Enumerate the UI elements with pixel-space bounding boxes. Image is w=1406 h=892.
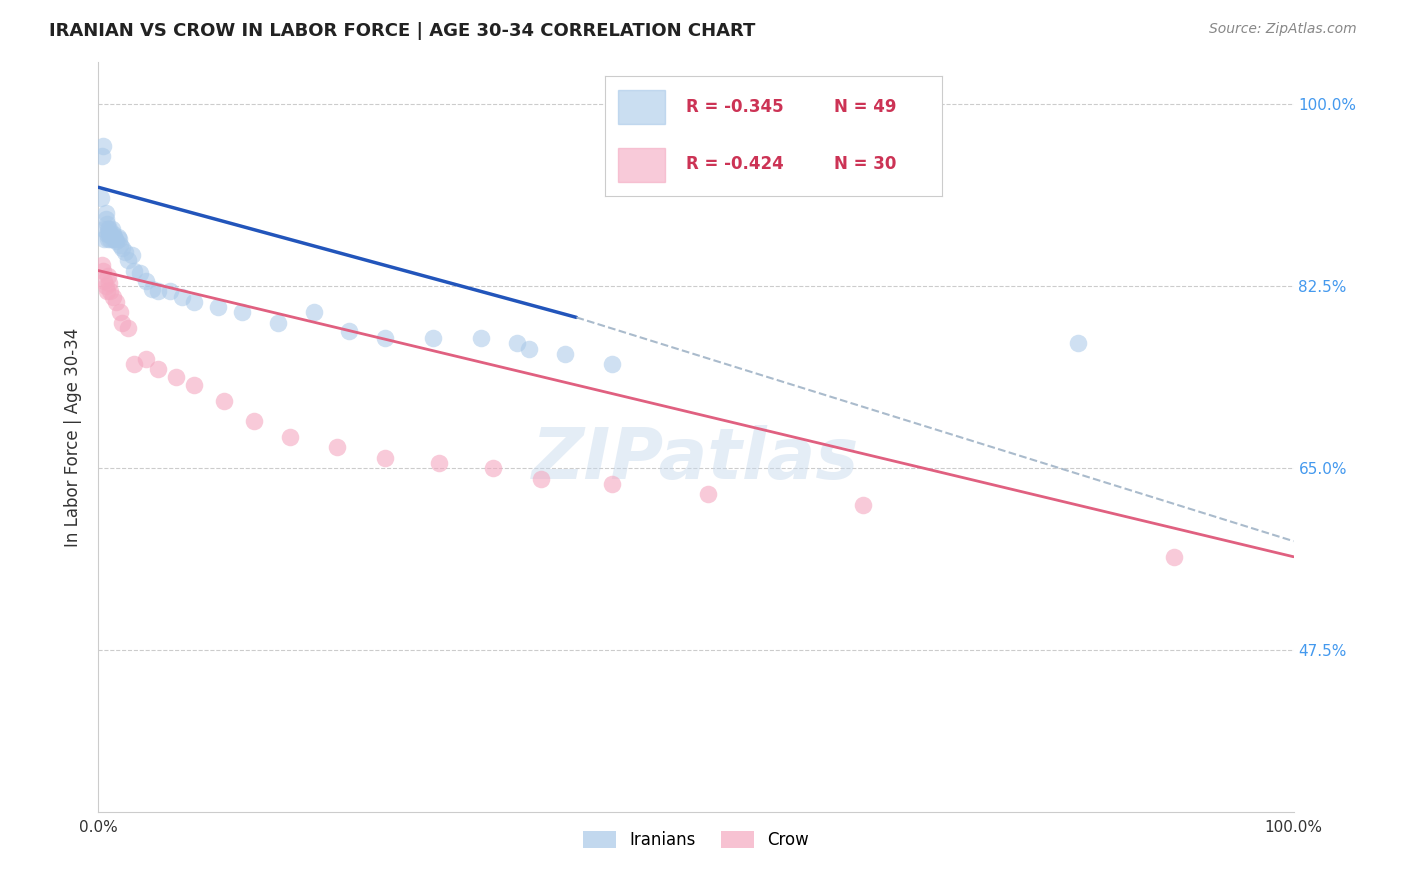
Point [530,472,553,486]
Point [94,211,117,226]
Point [124,357,146,371]
Point [1067,336,1090,351]
Point [602,476,624,491]
Point [101,232,124,246]
Point [602,357,624,371]
Point [97,232,120,246]
Point [422,331,444,345]
Point [117,320,139,334]
Y-axis label: In Labor Force | Age 30-34: In Labor Force | Age 30-34 [65,327,83,547]
Point [104,232,127,246]
Legend: Iranians, Crow: Iranians, Crow [576,824,815,855]
Point [98,276,121,290]
Point [98,227,122,242]
Point [111,316,134,330]
Point [98,222,121,236]
Point [326,441,349,455]
Point [117,253,139,268]
Point [98,232,122,246]
Point [114,244,136,259]
Point [141,282,163,296]
Point [506,336,529,351]
FancyBboxPatch shape [619,148,665,182]
Point [94,206,117,220]
Point [231,305,253,319]
Point [172,290,194,304]
Point [278,430,301,444]
Point [852,498,875,512]
Point [697,487,720,501]
Text: IRANIAN VS CROW IN LABOR FORCE | AGE 30-34 CORRELATION CHART: IRANIAN VS CROW IN LABOR FORCE | AGE 30-… [49,22,755,40]
Point [108,305,131,319]
Point [97,222,120,236]
Point [103,230,125,244]
Text: N = 30: N = 30 [834,155,897,173]
Point [148,285,170,299]
Point [1163,549,1185,564]
Point [101,227,124,242]
Point [374,331,396,345]
Point [374,450,396,465]
Point [91,263,114,277]
Point [107,230,129,244]
Point [121,248,143,262]
Point [93,222,115,236]
Point [517,342,540,356]
Point [207,300,229,314]
Point [165,369,187,384]
Point [96,227,118,242]
Point [98,285,122,299]
FancyBboxPatch shape [619,90,665,124]
Point [94,279,117,293]
Text: Source: ZipAtlas.com: Source: ZipAtlas.com [1209,22,1357,37]
Point [107,232,129,246]
Point [93,274,115,288]
Point [111,241,134,255]
Point [129,266,152,280]
Point [183,294,205,309]
Point [91,259,114,273]
Point [135,351,157,366]
Point [554,347,576,361]
Point [93,232,115,246]
Point [96,285,118,299]
Point [105,235,128,249]
Text: R = -0.424: R = -0.424 [686,155,783,173]
Point [159,285,181,299]
Point [267,316,290,330]
Text: R = -0.345: R = -0.345 [686,97,783,116]
Point [427,456,450,470]
Point [470,331,492,345]
Point [97,268,120,283]
Point [481,461,505,475]
Point [91,149,114,163]
Point [302,305,325,319]
Point [105,294,128,309]
Point [101,290,124,304]
Point [96,217,118,231]
Point [90,191,112,205]
Point [243,415,266,429]
Point [339,324,361,338]
Point [148,362,170,376]
Point [183,378,205,392]
Point [135,274,157,288]
Point [91,138,114,153]
Point [98,227,121,242]
Point [100,222,122,236]
Point [212,393,235,408]
Text: ZIPatlas: ZIPatlas [533,425,859,494]
Text: N = 49: N = 49 [834,97,897,116]
Point [124,263,146,277]
Point [108,237,131,252]
